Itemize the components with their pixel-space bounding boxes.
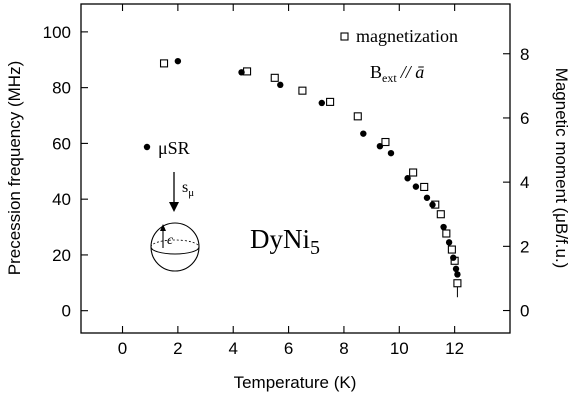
y-right-tick-label: 0 — [520, 302, 529, 321]
legend-magnetization-marker — [340, 32, 349, 41]
musr-point — [277, 81, 284, 89]
x-tick-label: 4 — [228, 339, 237, 358]
x-tick-label: 0 — [118, 339, 127, 358]
ticks-layer: 0 2 4 6 8 10 12 0 20 40 60 80 100 0 2 4 6 8 — [43, 4, 529, 358]
musr-point — [454, 271, 461, 278]
x-tick-label: 6 — [284, 339, 293, 358]
y-right-tick-label: 8 — [520, 45, 529, 64]
y-right-tick-label: 4 — [520, 173, 529, 192]
musr-point — [360, 130, 367, 137]
magnetization-point — [353, 112, 362, 121]
x-tick-label: 10 — [390, 339, 409, 358]
c-axis-arrow-head — [160, 224, 166, 231]
magnetization-point — [447, 245, 456, 254]
magnetization-point — [409, 168, 418, 177]
musr-point — [452, 265, 460, 273]
magnetization-point — [381, 137, 390, 147]
musr-point — [174, 57, 182, 65]
x-tick-label: 2 — [173, 339, 182, 358]
legend-musr-marker — [143, 143, 151, 151]
field-annotation: Bext// ā — [370, 62, 424, 85]
musr-point — [412, 183, 420, 190]
y-left-tick-label: 40 — [52, 190, 71, 209]
magnetization-point — [298, 86, 307, 95]
marks-layer — [159, 57, 462, 298]
magnetization-point — [442, 229, 451, 238]
y-axis-right-label: Magnetic moment (μB/f.u.) — [552, 68, 571, 269]
spin-arrow-head — [169, 202, 179, 212]
sphere-equator-back — [150, 239, 200, 248]
crystal-sphere — [150, 222, 200, 272]
musr-point — [238, 69, 245, 76]
magnetization-point — [326, 97, 335, 106]
y-left-tick-label: 80 — [52, 79, 71, 98]
magnetization-point — [159, 59, 169, 68]
y-left-tick-label: 20 — [52, 246, 71, 265]
musr-point — [318, 99, 325, 107]
x-tick-label: 8 — [339, 339, 348, 358]
compound-label: DyNi5 — [250, 224, 320, 259]
y-left-tick-label: 60 — [52, 134, 71, 153]
y-right-tick-label: 6 — [520, 109, 529, 128]
musr-point — [429, 201, 436, 208]
legend-musr-label: μSR — [158, 138, 190, 158]
musr-point — [376, 142, 384, 150]
magnetization-point — [436, 210, 445, 219]
y-axis-left-label: Precession frequency (MHz) — [5, 61, 24, 275]
magnetization-point — [270, 73, 279, 82]
musr-point — [387, 149, 395, 157]
spin-label: sμ — [182, 179, 194, 199]
musr-point — [450, 254, 457, 261]
x-tick-label: 12 — [445, 339, 464, 358]
y-right-tick-label: 2 — [520, 237, 529, 256]
x-axis-label: Temperature (K) — [234, 373, 357, 392]
magnetization-point — [453, 279, 462, 288]
musr-point — [404, 175, 411, 182]
y-left-tick-label: 100 — [43, 23, 71, 42]
musr-point — [423, 194, 431, 201]
musr-point — [440, 223, 447, 231]
plot-frame — [80, 3, 511, 334]
legend-magnetization-label: magnetization — [356, 26, 458, 46]
magnetization-point — [420, 182, 429, 192]
musr-point — [445, 239, 453, 246]
sphere-equator-front — [150, 246, 200, 255]
c-axis-label: c — [167, 233, 174, 248]
y-left-tick-label: 0 — [62, 302, 71, 321]
magnetization-point — [243, 67, 252, 76]
